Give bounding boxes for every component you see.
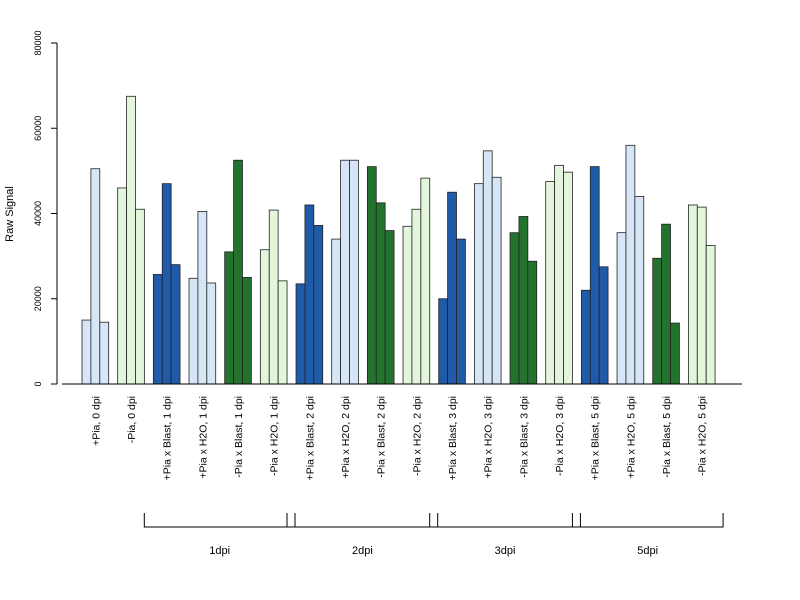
y-tick-label: 60000: [33, 116, 43, 141]
axes-layer: 0 20000 40000 60000 80000: [33, 30, 742, 387]
bar: [491, 176, 502, 385]
bar: [473, 183, 484, 385]
x-tick-label: -Pia x Blast, 5 dpi: [661, 396, 673, 478]
bar: [117, 187, 127, 385]
bar: [625, 144, 636, 385]
bar: [482, 150, 493, 385]
group-label: 3dpi: [495, 545, 516, 557]
x-tick-label: -Pia x H2O, 2 dpi: [411, 396, 423, 476]
x-tick-label: -Pia x H2O, 1 dpi: [269, 396, 281, 476]
bar: [456, 238, 466, 385]
bar: [90, 168, 101, 385]
bar: [616, 232, 627, 385]
x-tick-label: +Pia x Blast, 2 dpi: [304, 396, 316, 480]
bar: [580, 289, 591, 385]
y-axis-label: Raw Signal: [4, 186, 16, 242]
y-tick-label: 40000: [33, 201, 43, 226]
bar: [652, 257, 663, 385]
bar: [375, 202, 386, 385]
x-tick-label: +Pia x Blast, 3 dpi: [447, 396, 459, 480]
bar: [634, 196, 645, 385]
bar: [687, 204, 698, 385]
x-tick-label: +Pia x H2O, 3 dpi: [483, 396, 495, 479]
bar: [242, 277, 252, 385]
bar: [705, 245, 716, 385]
x-tick-label: +Pia x Blast, 5 dpi: [590, 396, 602, 480]
bar: [152, 274, 163, 385]
group-bracket: [429, 513, 581, 528]
group-label: 2dpi: [352, 545, 373, 557]
bar: [554, 164, 564, 385]
bar: [99, 321, 110, 385]
bar: [331, 238, 341, 385]
x-tick-label: -Pia x H2O, 3 dpi: [554, 396, 566, 476]
bars-layer: [81, 95, 716, 385]
bar: [233, 159, 243, 385]
bar: [295, 283, 306, 385]
bar: [366, 166, 377, 385]
bar: [135, 208, 145, 385]
y-tick-label: 20000: [33, 286, 43, 311]
group-brackets: 1dpi 2dpi 3dpi 5dpi: [143, 513, 724, 557]
bar: [206, 282, 217, 385]
bar: [161, 183, 172, 385]
bar: [349, 159, 359, 385]
bar: [188, 277, 199, 385]
x-tick-label: -Pia, 0 dpi: [126, 396, 138, 443]
x-tick-label: +Pia x H2O, 5 dpi: [625, 396, 637, 479]
bar: [304, 204, 315, 385]
bar: [518, 216, 529, 385]
group-bracket: [143, 513, 296, 528]
bar: [563, 171, 573, 385]
bar: [420, 177, 431, 385]
y-tick-label: 0: [33, 381, 43, 386]
x-tick-label: -Pia x Blast, 2 dpi: [376, 396, 388, 478]
bar: [313, 225, 324, 385]
bar: [224, 251, 234, 385]
x-tick-label: -Pia x Blast, 3 dpi: [518, 396, 530, 478]
bar: [447, 191, 457, 385]
x-tick-label: -Pia x Blast, 1 dpi: [233, 396, 245, 478]
group-bracket: [571, 513, 724, 528]
bar: [509, 232, 520, 385]
bar: [661, 223, 671, 385]
x-tick-labels: +Pia, 0 dpi -Pia, 0 dpi +Pia x Blast, 1 dp…: [90, 396, 708, 480]
group-label: 1dpi: [209, 545, 230, 557]
x-tick-label: +Pia x H2O, 2 dpi: [340, 396, 352, 479]
bar: [277, 280, 288, 385]
bar: [268, 209, 279, 385]
bar: [126, 95, 136, 385]
x-tick-label: -Pia x H2O, 5 dpi: [697, 396, 709, 476]
x-tick-label: +Pia, 0 dpi: [90, 396, 102, 446]
bar: [527, 260, 538, 385]
bar: [197, 210, 208, 385]
bar: [670, 322, 680, 385]
bar: [170, 264, 181, 385]
bar: [545, 181, 556, 385]
bar: [438, 298, 449, 385]
bar: [340, 159, 350, 385]
bar: [81, 319, 92, 385]
bar: [598, 266, 609, 385]
bar: [696, 206, 707, 385]
y-tick-label: 80000: [33, 30, 43, 55]
bar: [589, 166, 600, 385]
x-tick-label: +Pia x H2O, 1 dpi: [197, 396, 209, 479]
bar: [402, 225, 413, 385]
bar: [259, 249, 270, 385]
group-bracket: [286, 513, 439, 528]
x-tick-label: +Pia x Blast, 1 dpi: [162, 396, 174, 480]
group-label: 5dpi: [637, 545, 658, 557]
bar: [384, 230, 395, 385]
bar: [411, 208, 422, 385]
